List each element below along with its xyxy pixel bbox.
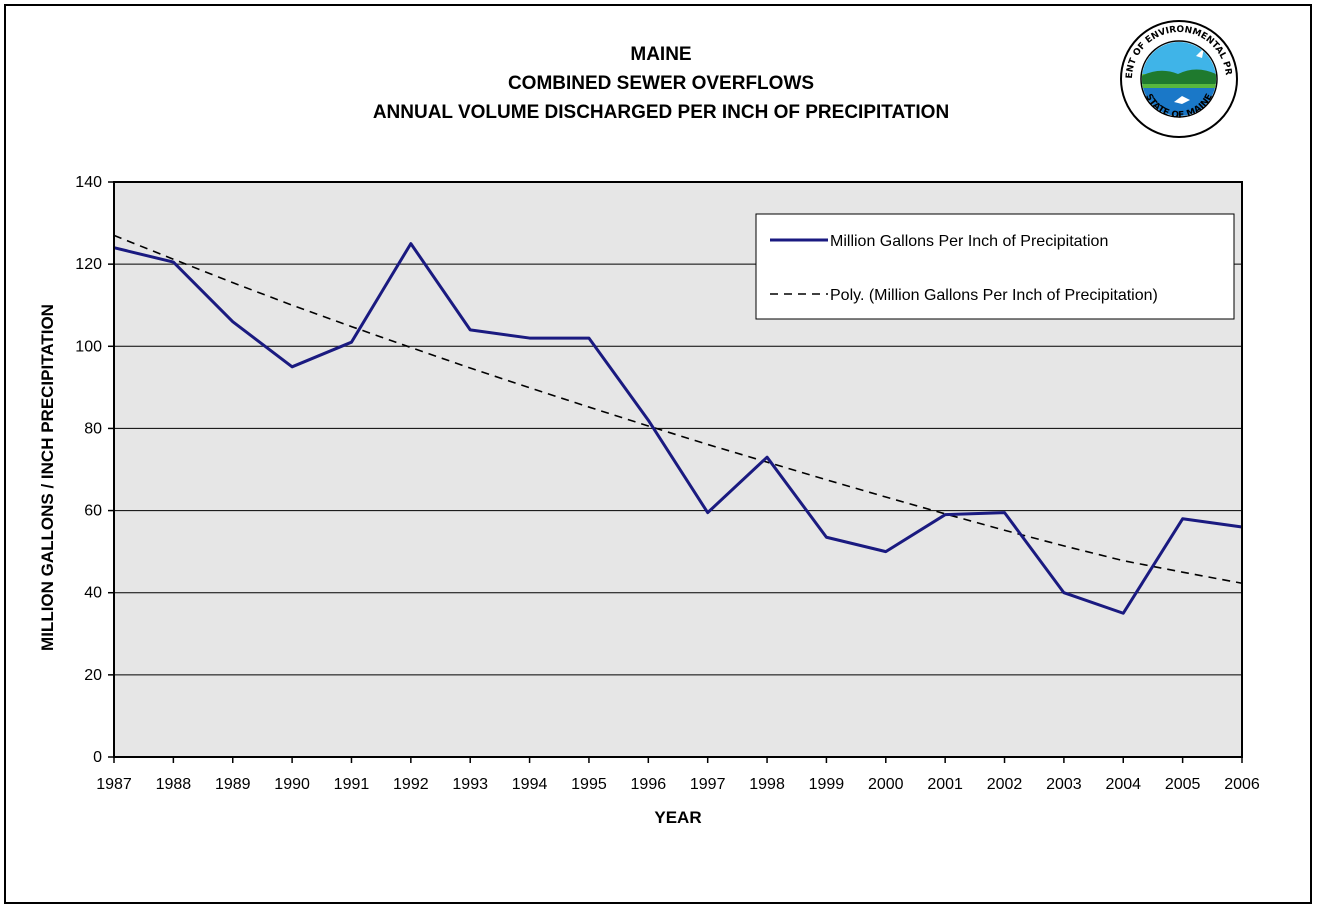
x-tick-label-1994: 1994 [512, 776, 548, 793]
y-axis-label: MILLION GALLONS / INCH PRECIPITATION [38, 304, 57, 651]
legend-label-observed: Million Gallons Per Inch of Precipitatio… [830, 233, 1108, 250]
x-tick-label-2002: 2002 [987, 776, 1023, 793]
x-tick-label-2006: 2006 [1224, 776, 1260, 793]
x-tick-label-2000: 2000 [868, 776, 904, 793]
y-tick-label-0: 0 [93, 749, 102, 766]
x-tick-label-1997: 1997 [690, 776, 726, 793]
y-tick-label-140: 140 [75, 174, 102, 191]
x-tick-label-1998: 1998 [749, 776, 785, 793]
y-tick-label-120: 120 [75, 256, 102, 273]
x-tick-label-1995: 1995 [571, 776, 607, 793]
y-tick-label-60: 60 [84, 503, 102, 520]
x-tick-label-1988: 1988 [156, 776, 192, 793]
x-tick-label-2001: 2001 [927, 776, 963, 793]
x-tick-label-1989: 1989 [215, 776, 251, 793]
x-tick-label-1999: 1999 [809, 776, 845, 793]
x-tick-label-2005: 2005 [1165, 776, 1201, 793]
x-tick-label-2003: 2003 [1046, 776, 1082, 793]
x-tick-label-1993: 1993 [452, 776, 488, 793]
x-tick-label-1996: 1996 [631, 776, 667, 793]
y-tick-label-40: 40 [84, 585, 102, 602]
x-axis-label: YEAR [654, 808, 701, 827]
x-tick-label-2004: 2004 [1105, 776, 1141, 793]
x-tick-label-1992: 1992 [393, 776, 429, 793]
y-axis-ticks: 0 20 40 60 80 100 120 140 [75, 174, 114, 766]
x-axis-ticks: 1987 1988 1989 1990 1991 1992 1993 1994 1995 1996… [96, 757, 1260, 793]
y-tick-label-20: 20 [84, 667, 102, 684]
y-tick-label-100: 100 [75, 338, 102, 355]
x-tick-label-1990: 1990 [274, 776, 310, 793]
x-tick-label-1991: 1991 [334, 776, 370, 793]
y-tick-label-80: 80 [84, 420, 102, 437]
legend-label-trend: Poly. (Million Gallons Per Inch of Preci… [830, 287, 1158, 304]
legend: Million Gallons Per Inch of Precipitatio… [756, 214, 1234, 319]
x-tick-label-1987: 1987 [96, 776, 132, 793]
